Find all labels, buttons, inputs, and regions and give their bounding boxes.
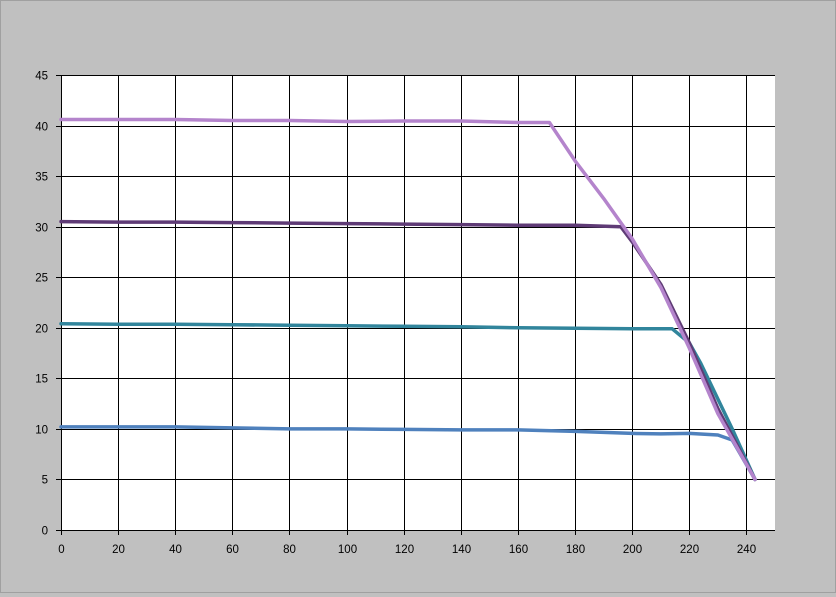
- gridlines: [61, 75, 775, 530]
- y-tick-label: 20: [35, 324, 48, 336]
- series-line-4: [59, 117, 757, 482]
- plot-area: [61, 75, 775, 530]
- x-tick-label: 180: [566, 544, 585, 556]
- y-tick-label: 25: [35, 273, 48, 285]
- y-tick-label: 5: [42, 475, 48, 487]
- series-line-1: [59, 425, 757, 482]
- x-tick-label: 0: [58, 544, 64, 556]
- x-tick-label: 140: [452, 544, 471, 556]
- x-tick-label: 80: [283, 544, 296, 556]
- y-tick-label: 10: [35, 425, 48, 437]
- x-tick-label: 240: [737, 544, 756, 556]
- y-tick-label: 40: [35, 122, 48, 134]
- y-tick-label: 15: [35, 374, 48, 386]
- x-tick-label: 160: [509, 544, 528, 556]
- x-tick-label: 200: [623, 544, 642, 556]
- y-tick-label: 45: [35, 71, 48, 83]
- x-tick-label: 40: [169, 544, 182, 556]
- y-tick-label: 30: [35, 223, 48, 235]
- series-lines: [59, 117, 757, 482]
- y-tick-label: 0: [42, 526, 48, 538]
- x-tick-label: 60: [226, 544, 239, 556]
- x-tick-label: 100: [338, 544, 357, 556]
- x-tick-label: 120: [395, 544, 414, 556]
- y-tick-label: 35: [35, 172, 48, 184]
- x-tick-label: 220: [680, 544, 699, 556]
- axes: 0 5 10 15 20 25 30 35 40 45 0 20 40 60 80 100 120 140 160 1…: [35, 71, 775, 556]
- x-tick-label: 20: [112, 544, 125, 556]
